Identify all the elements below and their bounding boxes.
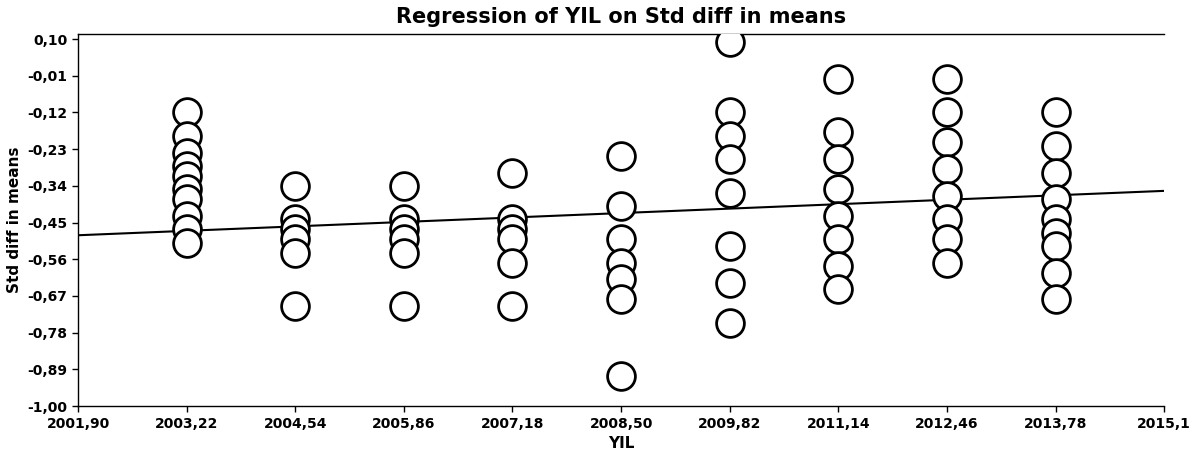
Point: [285, 302, 304, 310]
Point: [611, 259, 630, 266]
Point: [503, 235, 522, 243]
Point: [829, 286, 848, 293]
Point: [177, 185, 196, 193]
Point: [394, 182, 413, 190]
Point: [285, 235, 304, 243]
Point: [1046, 269, 1065, 276]
Point: [829, 212, 848, 219]
Point: [937, 109, 956, 116]
Point: [1046, 142, 1065, 149]
Point: [937, 259, 956, 266]
Point: [1046, 229, 1065, 236]
Point: [1046, 216, 1065, 223]
Point: [394, 216, 413, 223]
Point: [720, 279, 739, 286]
Point: [177, 132, 196, 140]
Point: [503, 302, 522, 310]
Point: [829, 76, 848, 83]
Point: [285, 182, 304, 190]
Point: [720, 109, 739, 116]
Point: [829, 156, 848, 163]
Point: [937, 139, 956, 146]
Point: [503, 226, 522, 233]
Point: [503, 169, 522, 176]
Point: [829, 129, 848, 136]
Point: [177, 239, 196, 246]
Point: [285, 216, 304, 223]
Point: [829, 235, 848, 243]
Title: Regression of YIL on Std diff in means: Regression of YIL on Std diff in means: [397, 7, 846, 27]
Point: [611, 202, 630, 210]
Point: [611, 235, 630, 243]
Point: [720, 242, 739, 250]
Point: [829, 262, 848, 270]
Point: [937, 192, 956, 200]
Point: [177, 149, 196, 156]
Point: [177, 172, 196, 180]
Point: [720, 189, 739, 196]
Point: [177, 196, 196, 203]
Point: [611, 276, 630, 283]
Point: [937, 165, 956, 173]
Point: [394, 235, 413, 243]
Point: [937, 235, 956, 243]
Point: [937, 76, 956, 83]
Point: [1046, 196, 1065, 203]
Point: [1046, 242, 1065, 250]
Point: [720, 39, 739, 46]
Point: [285, 249, 304, 256]
Point: [829, 185, 848, 193]
Point: [503, 216, 522, 223]
Y-axis label: Std diff in means: Std diff in means: [7, 147, 22, 293]
Point: [394, 226, 413, 233]
Point: [720, 156, 739, 163]
Point: [394, 249, 413, 256]
Point: [720, 319, 739, 327]
Point: [394, 302, 413, 310]
Point: [1046, 169, 1065, 176]
Point: [611, 372, 630, 380]
Point: [1046, 109, 1065, 116]
Point: [177, 109, 196, 116]
Point: [611, 296, 630, 303]
Point: [503, 259, 522, 266]
Point: [285, 226, 304, 233]
Point: [937, 216, 956, 223]
Point: [177, 212, 196, 219]
Point: [177, 226, 196, 233]
Point: [720, 132, 739, 140]
X-axis label: YIL: YIL: [607, 436, 634, 451]
Point: [1046, 296, 1065, 303]
Point: [611, 152, 630, 159]
Point: [177, 162, 196, 169]
